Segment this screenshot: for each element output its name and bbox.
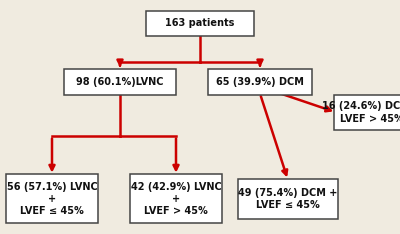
Text: 49 (75.4%) DCM +
LVEF ≤ 45%: 49 (75.4%) DCM + LVEF ≤ 45% — [238, 188, 338, 210]
Text: 42 (42.9%) LVNC
+
LVEF > 45%: 42 (42.9%) LVNC + LVEF > 45% — [131, 182, 221, 216]
FancyBboxPatch shape — [64, 69, 176, 95]
Text: 56 (57.1%) LVNC
+
LVEF ≤ 45%: 56 (57.1%) LVNC + LVEF ≤ 45% — [7, 182, 97, 216]
FancyBboxPatch shape — [208, 69, 312, 95]
FancyBboxPatch shape — [130, 174, 222, 223]
Text: 16 (24.6%) DCM +
LVEF > 45%: 16 (24.6%) DCM + LVEF > 45% — [322, 101, 400, 124]
FancyBboxPatch shape — [238, 179, 338, 219]
Text: 163 patients: 163 patients — [165, 18, 235, 28]
Text: 98 (60.1%)LVNC: 98 (60.1%)LVNC — [76, 77, 164, 87]
Text: 65 (39.9%) DCM: 65 (39.9%) DCM — [216, 77, 304, 87]
FancyBboxPatch shape — [146, 11, 254, 36]
FancyBboxPatch shape — [334, 95, 400, 130]
FancyBboxPatch shape — [6, 174, 98, 223]
